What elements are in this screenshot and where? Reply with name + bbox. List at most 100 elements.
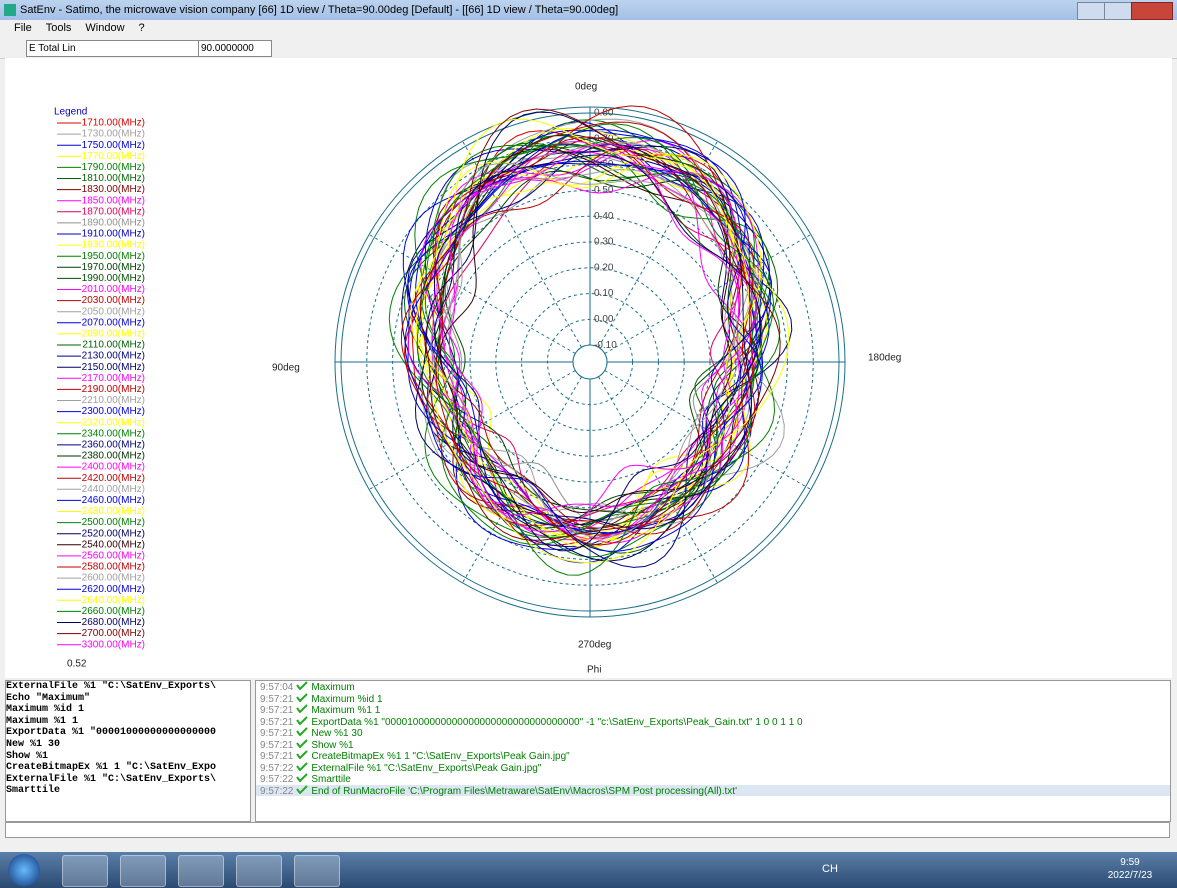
legend-label: 2090.00(MHz) <box>82 329 145 340</box>
legend-label: 1790.00(MHz) <box>82 162 145 173</box>
legend-label: 2660.00(MHz) <box>82 606 145 617</box>
log-time: 9:57:21 <box>260 705 294 716</box>
legend-label: 3300.00(MHz) <box>82 639 145 650</box>
log-time: 9:57:21 <box>260 751 294 762</box>
check-icon <box>296 761 309 772</box>
legend-label: 2600.00(MHz) <box>82 573 145 584</box>
component-combo[interactable]: E Total Lin <box>26 40 200 57</box>
legend-label: 2460.00(MHz) <box>82 495 145 506</box>
check-icon <box>296 727 309 737</box>
angle-label: 180deg <box>868 353 901 364</box>
script-line: Show %1 <box>6 750 49 762</box>
pattern-curve <box>410 118 790 564</box>
radial-label: 0.40 <box>594 211 614 222</box>
pattern-curve <box>434 154 762 552</box>
command-input[interactable] <box>5 822 1170 838</box>
pattern-curve <box>420 137 775 546</box>
script-line: Smarttile <box>6 785 61 797</box>
check-icon <box>296 738 309 749</box>
menu-item[interactable]: File <box>14 22 32 34</box>
pattern-curve <box>416 143 781 576</box>
grid-ring <box>392 164 788 560</box>
check-mark <box>296 704 309 714</box>
spoke <box>368 370 576 490</box>
script-line: ExportData %1 "00001000000000000000 <box>6 727 217 739</box>
legend-label: 2680.00(MHz) <box>82 617 145 628</box>
theta-combo[interactable]: 90.0000000 <box>198 40 272 57</box>
pattern-curve <box>448 143 740 533</box>
grid-ring <box>340 112 840 612</box>
legend-label: 2130.00(MHz) <box>82 351 145 362</box>
legend-label: 1830.00(MHz) <box>82 184 145 195</box>
check-mark <box>296 750 309 760</box>
log-row: 9:57:21 CreateBitmapEx %1 1 "C:\SatEnv_Ex… <box>256 750 1170 762</box>
script-line: ExternalFile %1 "C:\SatEnv_Exports\ <box>6 681 217 692</box>
check-mark <box>296 692 309 703</box>
log-row: 9:57:22 Smarttile <box>256 773 1170 785</box>
log-text: CreateBitmapEx %1 1 "C:\SatEnv_Exports\P… <box>311 751 570 762</box>
legend-label: 1990.00(MHz) <box>82 273 145 284</box>
legend-label: 2420.00(MHz) <box>82 473 145 484</box>
taskbar-app[interactable] <box>294 855 340 887</box>
legend-label: 2070.00(MHz) <box>82 317 145 328</box>
start-button[interactable] <box>8 854 40 886</box>
legend-label: 2210.00(MHz) <box>82 395 145 406</box>
language-indicator[interactable]: CH <box>822 863 838 875</box>
log-row: 9:57:21 Maximum %1 1 <box>256 704 1170 716</box>
pattern-curve <box>419 108 781 541</box>
corner-value: 0.52 <box>67 659 87 670</box>
legend-label: 2380.00(MHz) <box>82 451 145 462</box>
taskbar-app[interactable] <box>236 855 282 887</box>
menu-item[interactable]: ? <box>138 22 145 34</box>
clock[interactable]: 9:59 2022/7/23 <box>1100 856 1160 882</box>
outer-ring <box>334 106 846 618</box>
legend-label: 1970.00(MHz) <box>82 262 145 273</box>
clock-time: 9:59 <box>1120 857 1140 868</box>
pattern-curve <box>400 121 756 535</box>
log-time: 9:57:21 <box>260 728 294 739</box>
menu-item[interactable]: Window <box>85 22 125 34</box>
log-text: End of RunMacroFile 'C:\Program Files\Me… <box>311 785 737 797</box>
center-ring <box>572 344 608 380</box>
pattern-curve <box>407 144 771 568</box>
legend-label: 2050.00(MHz) <box>82 306 145 317</box>
legend-label: 2400.00(MHz) <box>82 462 145 473</box>
check-mark <box>296 681 309 691</box>
legend-label: 2170.00(MHz) <box>82 373 145 384</box>
menu-bar: File Tools Window? <box>0 20 1177 37</box>
taskbar-app[interactable] <box>62 855 108 887</box>
grid-ring <box>443 215 737 509</box>
legend-label: 1750.00(MHz) <box>82 140 145 151</box>
legend-label: 2190.00(MHz) <box>82 384 145 395</box>
window-title: SatEnv - Satimo, the microwave vision co… <box>20 4 619 16</box>
grid-ring <box>546 318 634 406</box>
log-time: 9:57:22 <box>260 774 294 785</box>
taskbar-app[interactable] <box>178 855 224 887</box>
script-line: Maximum %id 1 <box>6 704 85 716</box>
legend-label: 2300.00(MHz) <box>82 406 145 417</box>
log-row: 9:57:22 ExternalFile %1 "C:\SatEnv_Export… <box>256 761 1170 774</box>
log-time: 9:57:21 <box>260 716 294 728</box>
log-text: Maximum %1 1 <box>311 705 381 716</box>
window-controls[interactable] <box>1077 2 1173 20</box>
legend-label: 2560.00(MHz) <box>82 551 145 562</box>
grid-ring <box>417 189 763 535</box>
close-button[interactable] <box>1131 2 1173 20</box>
log-text: Maximum %id 1 <box>311 693 383 705</box>
taskbar-app[interactable] <box>120 855 166 887</box>
radial-label: -0.10 <box>594 340 617 351</box>
legend-label: 2500.00(MHz) <box>82 517 145 528</box>
legend-label: 2520.00(MHz) <box>82 528 145 539</box>
pattern-curve <box>407 150 759 544</box>
log-text: Smarttile <box>311 774 351 785</box>
log-text: Maximum <box>311 682 355 693</box>
legend-label: 2480.00(MHz) <box>82 506 145 517</box>
minimize-button[interactable] <box>1077 2 1105 20</box>
spoke <box>604 370 812 490</box>
check-icon <box>296 692 309 703</box>
grid-ring <box>521 293 659 431</box>
maximize-button[interactable] <box>1104 2 1132 20</box>
radial-label: 0.00 <box>594 314 614 325</box>
menu-item[interactable]: Tools <box>45 22 72 34</box>
legend-label: 2440.00(MHz) <box>82 484 145 495</box>
